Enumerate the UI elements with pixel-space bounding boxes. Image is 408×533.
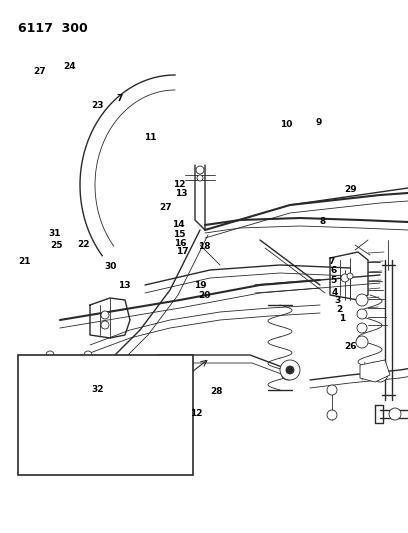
Circle shape <box>357 309 367 319</box>
Circle shape <box>357 323 367 333</box>
Circle shape <box>46 351 54 359</box>
Circle shape <box>280 360 300 380</box>
Circle shape <box>90 398 94 402</box>
Text: 6117  300: 6117 300 <box>18 22 88 35</box>
Text: 9: 9 <box>316 118 322 127</box>
Circle shape <box>196 166 204 174</box>
Text: 17: 17 <box>177 247 189 256</box>
Circle shape <box>137 436 147 446</box>
Text: 8: 8 <box>319 217 326 225</box>
Circle shape <box>90 420 94 424</box>
Circle shape <box>87 417 97 427</box>
Text: 18: 18 <box>198 242 210 251</box>
Text: 5: 5 <box>330 276 337 285</box>
Text: 14: 14 <box>172 221 184 229</box>
Text: 26: 26 <box>345 342 357 351</box>
Text: 1: 1 <box>339 314 345 323</box>
Circle shape <box>372 366 388 382</box>
Circle shape <box>84 351 92 359</box>
Circle shape <box>327 410 337 420</box>
Text: 22: 22 <box>78 240 90 248</box>
Polygon shape <box>360 360 390 382</box>
Text: 25: 25 <box>50 241 62 249</box>
Circle shape <box>92 366 98 372</box>
Text: 7: 7 <box>328 257 335 265</box>
Text: 21: 21 <box>18 257 31 265</box>
Text: 15: 15 <box>173 230 186 239</box>
Circle shape <box>285 370 291 376</box>
Circle shape <box>155 403 161 409</box>
Text: 20: 20 <box>198 292 210 300</box>
Text: 12: 12 <box>190 409 202 417</box>
Text: 13: 13 <box>175 189 187 198</box>
Text: 27: 27 <box>34 68 46 76</box>
Text: 4: 4 <box>331 288 338 296</box>
Text: 29: 29 <box>345 185 357 193</box>
Text: 19: 19 <box>194 281 206 289</box>
Text: 2: 2 <box>336 305 343 314</box>
Circle shape <box>197 175 203 181</box>
Text: 11: 11 <box>144 133 156 142</box>
Text: 24: 24 <box>63 62 75 71</box>
Circle shape <box>281 366 295 380</box>
Circle shape <box>356 294 368 306</box>
Circle shape <box>377 371 383 377</box>
Text: 10: 10 <box>280 120 293 128</box>
Circle shape <box>286 366 294 374</box>
Circle shape <box>356 336 368 348</box>
Circle shape <box>101 311 109 319</box>
Text: 23: 23 <box>92 101 104 109</box>
Text: 12: 12 <box>173 180 186 189</box>
Text: 31: 31 <box>48 229 60 238</box>
Circle shape <box>347 273 353 279</box>
Text: 30: 30 <box>105 262 117 271</box>
Text: 16: 16 <box>174 239 186 247</box>
Circle shape <box>151 399 165 413</box>
Text: 32: 32 <box>92 385 104 393</box>
Circle shape <box>341 274 349 282</box>
Text: 13: 13 <box>118 281 131 289</box>
Text: 3: 3 <box>335 296 341 305</box>
Text: 28: 28 <box>210 387 222 396</box>
Bar <box>18 355 193 475</box>
Circle shape <box>87 395 97 405</box>
Text: 7: 7 <box>116 94 122 103</box>
Circle shape <box>87 361 103 377</box>
Circle shape <box>101 321 109 329</box>
Circle shape <box>327 385 337 395</box>
Text: 6: 6 <box>330 266 337 275</box>
Circle shape <box>389 408 401 420</box>
Text: 27: 27 <box>159 204 171 212</box>
